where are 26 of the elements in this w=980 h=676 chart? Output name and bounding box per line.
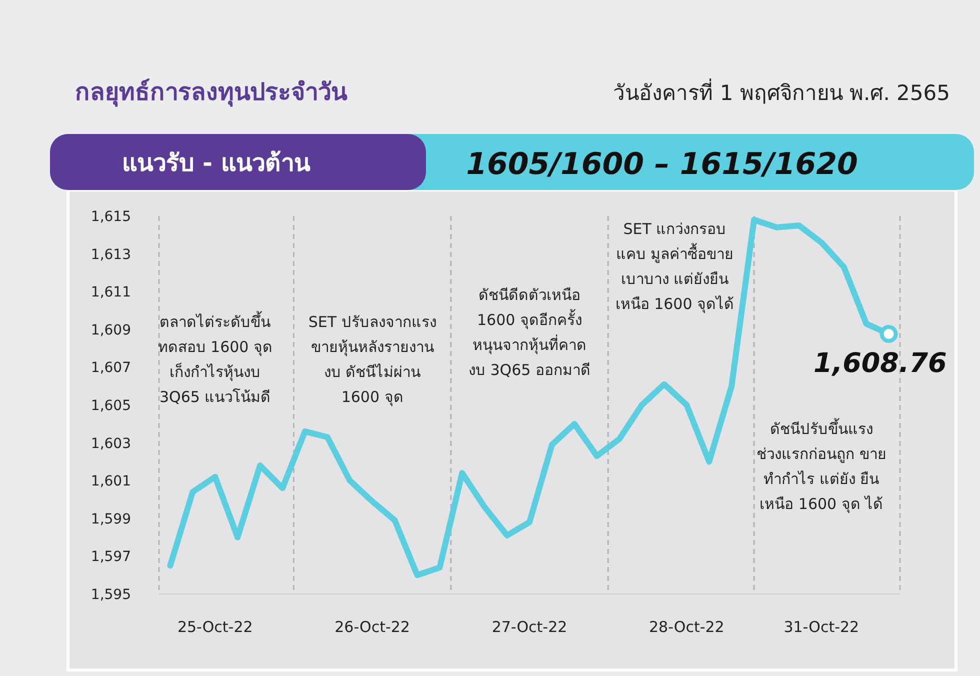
chart-title: กลยุทธ์การลงทุนประจำวัน: [75, 78, 348, 108]
annotation: ดัชนีดีดตัวเหนือ 1600 จุดอีกครั้ง หนุนจากหุ้นที่คาด งบ 3Q65 ออกมาดี: [468, 285, 592, 381]
x-tick-label: 27-Oct-22: [492, 618, 568, 636]
y-tick-label: 1,599: [90, 511, 131, 528]
annotation: ดัชนีปรับขึ้นแรง ช่วงแรกก่อนถูก ขายทำกำไร แต่ยัง ยืนเหนือ 1600 จุด ได้: [756, 417, 888, 516]
x-tick-label: 26-Oct-22: [334, 618, 410, 636]
y-tick-label: 1,613: [90, 246, 131, 263]
chart-subtitle: วันอังคารที่ 1 พฤศจิกายน พ.ศ. 2565: [613, 78, 950, 105]
y-tick-label: 1,603: [90, 436, 131, 452]
annotation: SET แกว่งกรอบ แคบ มูลค่าซื้อขาย เบาบาง แต่ยังยืน เหนือ 1600 จุดได้: [614, 219, 736, 316]
annotation: ตลาดไต่ระดับขึ้น ทดสอบ 1600 จุด เก็งกำไรหุ้นงบ 3Q65 แนวโน้มดี: [156, 310, 274, 408]
y-tick-label: 1,607: [90, 360, 131, 376]
annotation: SET ปรับลงจากแรง ขายหุ้นหลังรายงาน งบ ดัชนีไม่ผ่าน 1600 จุด: [307, 312, 438, 408]
y-tick-label: 1,611: [90, 284, 131, 301]
x-tick-label: 28-Oct-22: [649, 618, 724, 636]
text: 1605/1600 – 1615/1620: [466, 147, 858, 182]
y-tick-label: 1,597: [90, 549, 131, 566]
y-tick-label: 1,595: [90, 587, 131, 603]
y-tick-label: 1,615: [90, 209, 131, 225]
annotation: 1,608.76: [814, 348, 947, 379]
y-tick-label: 1,601: [90, 474, 131, 490]
x-tick-label: 31-Oct-22: [784, 618, 860, 636]
text: แนวรับ - แนวต้าน: [122, 149, 311, 177]
x-tick-label: 25-Oct-22: [177, 618, 253, 636]
y-tick-label: 1,609: [90, 322, 131, 338]
y-tick-label: 1,605: [90, 398, 131, 414]
